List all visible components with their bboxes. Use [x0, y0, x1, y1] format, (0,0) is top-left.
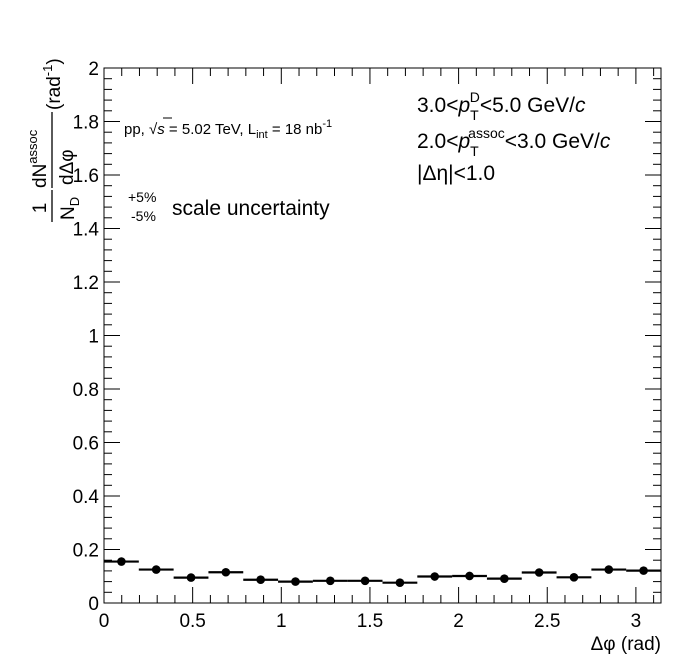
x-tick-label: 1	[276, 611, 287, 632]
pt-d-range-label: 3.0<pTD<5.0 GeV/c	[417, 89, 586, 123]
pt-assoc-range-label: 2.0<pTassoc<3.0 GeV/c	[417, 125, 611, 159]
y-title-frac1-num: 1	[30, 203, 51, 214]
data-point	[395, 578, 405, 587]
x-tick-label: 0.5	[179, 611, 205, 632]
data-point	[325, 576, 335, 586]
x-tick-label: 2	[453, 611, 464, 632]
y-tick-label: 0	[88, 594, 99, 615]
y-tick-label: 1.2	[73, 273, 99, 294]
y-title-frac2-den: dΔφ	[57, 149, 78, 185]
x-tick-label: 3	[631, 611, 642, 632]
scale-plus-label: +5%	[128, 189, 156, 205]
y-title-frac1-den: ND	[58, 197, 82, 220]
y-tick-label: 1.4	[73, 220, 100, 241]
data-point	[117, 557, 126, 566]
y-tick-label: 0.2	[73, 541, 99, 562]
y-tick-label: 0.8	[73, 380, 99, 401]
y-tick-label: 1.6	[73, 166, 99, 187]
data-point	[186, 573, 196, 582]
data-point	[534, 568, 544, 577]
data-point	[256, 575, 265, 585]
data-point	[430, 572, 440, 581]
y-tick-label: 2	[88, 59, 99, 80]
data-point	[221, 567, 231, 577]
axis-ticks	[103, 67, 661, 604]
y-title-unit: (rad-1)	[40, 58, 65, 110]
data-point	[291, 577, 300, 586]
y-tick-label: 0.4	[73, 487, 100, 508]
y-title-frac2-num: dNassoc	[25, 129, 51, 188]
data-point	[151, 565, 161, 574]
data-point	[465, 571, 474, 581]
y-axis-title: 1 ND dNassoc dΔφ (rad-1)	[25, 58, 82, 222]
eta-cut-label: |Δη|<1.0	[417, 162, 495, 185]
y-tick-label: 0.6	[73, 434, 99, 455]
data-point	[604, 565, 614, 574]
y-tick-labels: 0 0.2 0.4 0.6 0.8 1 1.2 1.4 1.6 1.8 2	[73, 59, 100, 615]
data-point	[500, 574, 509, 583]
x-tick-label: 0	[99, 611, 110, 632]
data-point	[360, 576, 370, 586]
scale-minus-label: -5%	[131, 208, 156, 224]
data-point	[639, 566, 648, 575]
x-tick-label: 2.5	[534, 611, 560, 632]
x-axis-title: Δφ (rad)	[591, 634, 661, 655]
x-tick-label: 1.5	[357, 611, 383, 632]
scale-uncertainty-label: scale uncertainty	[172, 197, 330, 220]
data-series	[104, 557, 661, 587]
y-tick-label: 1.8	[73, 113, 99, 134]
x-tick-labels: 0 0.5 1 1.5 2 2.5 3	[99, 611, 641, 632]
data-point	[569, 573, 579, 582]
collision-system-label: pp, √s = 5.02 TeV, Lint = 18 nb-1	[124, 118, 332, 141]
y-tick-label: 1	[88, 327, 99, 348]
